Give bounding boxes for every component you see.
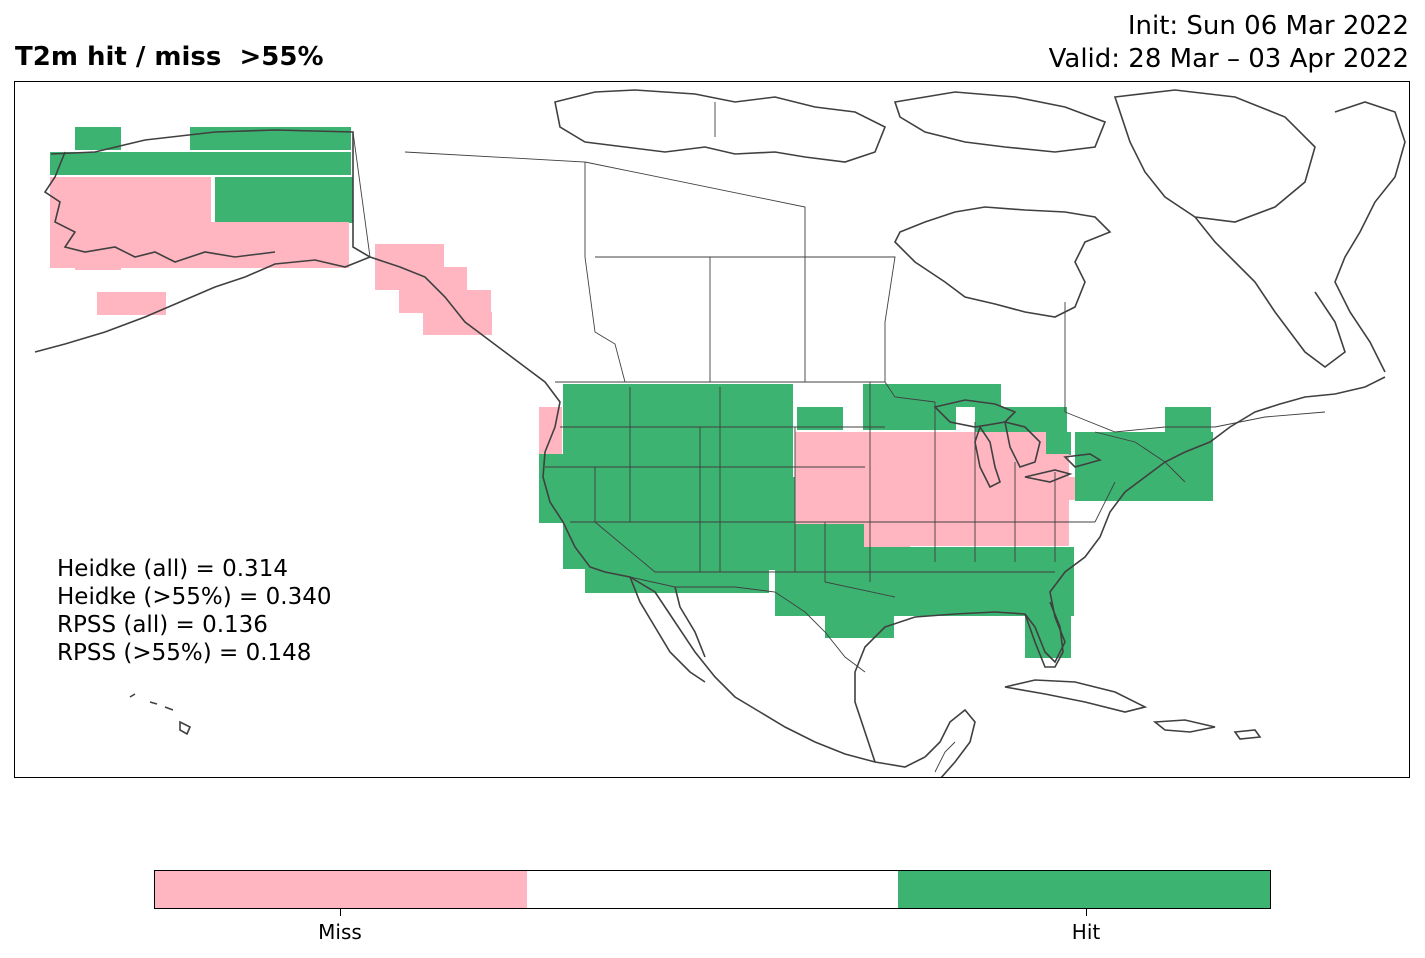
- valid-range: Valid: 28 Mar – 03 Apr 2022: [1048, 44, 1409, 74]
- colorbar-tick-miss: [340, 909, 341, 916]
- map-canvas: [34, 89, 1406, 777]
- date-info: Init: Sun 06 Mar 2022 Valid: 28 Mar – 03…: [1049, 10, 1409, 76]
- hit-cell: [1005, 547, 1074, 616]
- map-area: [14, 81, 1410, 778]
- hit-cell: [933, 407, 956, 430]
- rpss-all: RPSS (all) = 0.136: [57, 612, 268, 638]
- forecast-cells: [50, 127, 1213, 658]
- coastlines: [34, 89, 1406, 777]
- hit-cell: [797, 407, 843, 430]
- colorbar-hit-segment: [898, 871, 1271, 908]
- colorbar: [154, 870, 1271, 909]
- skill-scores: Heidke (all) = 0.314 Heidke (>55%) = 0.3…: [57, 555, 331, 667]
- hit-cell: [770, 384, 793, 407]
- colorbar-tick-hit: [1086, 909, 1087, 916]
- political-borders: [352, 102, 1326, 773]
- rpss-55: RPSS (>55%) = 0.148: [57, 640, 312, 666]
- miss-cell: [885, 432, 1046, 455]
- colorbar-label-miss: Miss: [318, 920, 362, 944]
- miss-cell: [75, 247, 121, 270]
- colorbar-neutral-segment: [526, 871, 899, 908]
- hit-cell: [50, 152, 211, 175]
- miss-cell: [399, 290, 491, 313]
- colorbar-miss-segment: [155, 871, 527, 908]
- miss-cell: [375, 244, 444, 267]
- heidke-55: Heidke (>55%) = 0.340: [57, 584, 332, 610]
- hit-cell: [863, 407, 955, 430]
- init-date: Init: Sun 06 Mar 2022: [1127, 11, 1409, 41]
- miss-cell: [50, 177, 211, 223]
- hit-cell: [563, 384, 793, 407]
- hit-cell: [655, 524, 793, 570]
- hit-cell: [190, 152, 351, 175]
- miss-cell: [423, 312, 492, 335]
- hit-cell: [1165, 407, 1211, 476]
- miss-cell: [375, 267, 467, 290]
- colorbar-label-hit: Hit: [1071, 920, 1101, 944]
- hit-cell: [1100, 477, 1169, 500]
- miss-cell: [885, 454, 1069, 546]
- heidke-all: Heidke (all) = 0.314: [57, 556, 288, 582]
- map-title: T2m hit / miss >55%: [15, 42, 324, 72]
- hit-cell: [75, 127, 121, 150]
- miss-cell: [97, 292, 166, 315]
- hit-cell: [825, 592, 894, 638]
- hit-cell: [215, 177, 353, 223]
- hit-cell: [863, 384, 1001, 407]
- hit-cell: [190, 127, 351, 150]
